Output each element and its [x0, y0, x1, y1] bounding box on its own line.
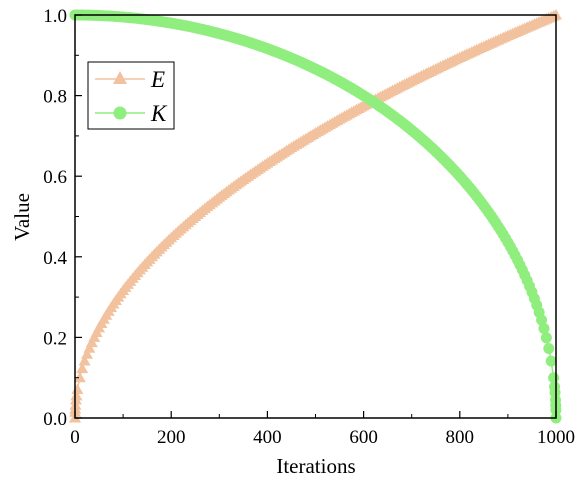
y-tick-label: 0.6 — [43, 167, 67, 188]
x-tick-label: 600 — [349, 427, 378, 448]
x-tick-label: 0 — [70, 427, 80, 448]
legend-triangle-icon — [113, 71, 127, 84]
y-tick-label: 0.4 — [43, 248, 67, 269]
data-point — [536, 314, 548, 326]
y-tick-label: 0.0 — [43, 409, 67, 430]
y-tick-label: 0.8 — [43, 87, 67, 108]
data-point — [73, 371, 86, 383]
x-axis-title: Iterations — [276, 454, 355, 478]
legend-label-k: K — [150, 101, 168, 126]
series-E — [69, 9, 562, 423]
data-point — [81, 348, 94, 359]
x-tick-label: 1000 — [537, 427, 575, 448]
data-point — [540, 332, 552, 344]
legend-circle-icon — [113, 106, 127, 120]
legend: E K — [87, 61, 175, 130]
x-tick-label: 200 — [157, 427, 186, 448]
x-tick-label: 800 — [446, 427, 475, 448]
data-point — [545, 355, 557, 367]
data-point — [543, 342, 555, 354]
data-point — [538, 322, 550, 334]
data-point — [83, 342, 96, 353]
tick-layer: 0 200 400 600 800 1000 0.0 0.2 0.4 0.6 0.8 1.0 — [43, 6, 575, 448]
y-axis-title: Value — [10, 193, 34, 241]
legend-label-e: E — [150, 67, 165, 92]
y-tick-label: 1.0 — [43, 6, 67, 27]
data-point — [76, 362, 89, 374]
y-tick-label: 0.2 — [43, 328, 67, 349]
data-point — [70, 389, 83, 401]
data-point — [78, 355, 91, 366]
x-tick-label: 400 — [253, 427, 282, 448]
legend-box — [87, 61, 175, 130]
